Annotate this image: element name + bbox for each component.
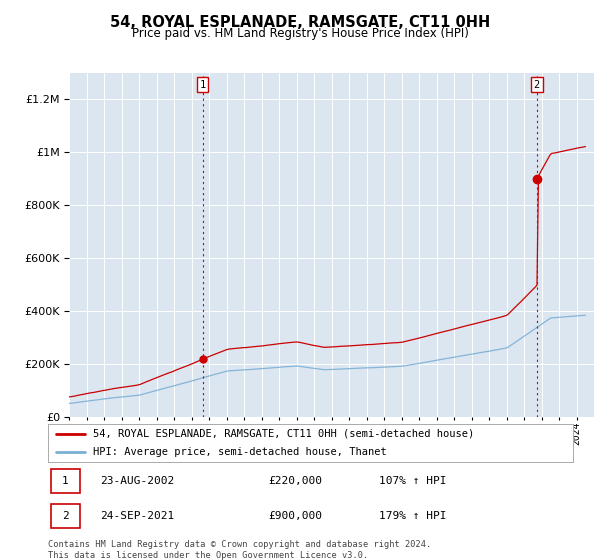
Text: 179% ↑ HPI: 179% ↑ HPI xyxy=(379,511,446,521)
Text: HPI: Average price, semi-detached house, Thanet: HPI: Average price, semi-detached house,… xyxy=(92,447,386,457)
Text: 24-SEP-2021: 24-SEP-2021 xyxy=(101,511,175,521)
Text: £220,000: £220,000 xyxy=(269,477,323,487)
Text: Contains HM Land Registry data © Crown copyright and database right 2024.
This d: Contains HM Land Registry data © Crown c… xyxy=(48,540,431,559)
Text: 2: 2 xyxy=(533,80,540,90)
Text: 54, ROYAL ESPLANADE, RAMSGATE, CT11 0HH (semi-detached house): 54, ROYAL ESPLANADE, RAMSGATE, CT11 0HH … xyxy=(92,429,474,439)
Text: 2: 2 xyxy=(62,511,69,521)
Text: £900,000: £900,000 xyxy=(269,511,323,521)
FancyBboxPatch shape xyxy=(50,469,79,493)
Text: Price paid vs. HM Land Registry's House Price Index (HPI): Price paid vs. HM Land Registry's House … xyxy=(131,27,469,40)
Text: 107% ↑ HPI: 107% ↑ HPI xyxy=(379,477,446,487)
Text: 23-AUG-2002: 23-AUG-2002 xyxy=(101,477,175,487)
Text: 1: 1 xyxy=(62,477,69,487)
Text: 54, ROYAL ESPLANADE, RAMSGATE, CT11 0HH: 54, ROYAL ESPLANADE, RAMSGATE, CT11 0HH xyxy=(110,15,490,30)
Text: 1: 1 xyxy=(200,80,206,90)
FancyBboxPatch shape xyxy=(50,503,79,528)
